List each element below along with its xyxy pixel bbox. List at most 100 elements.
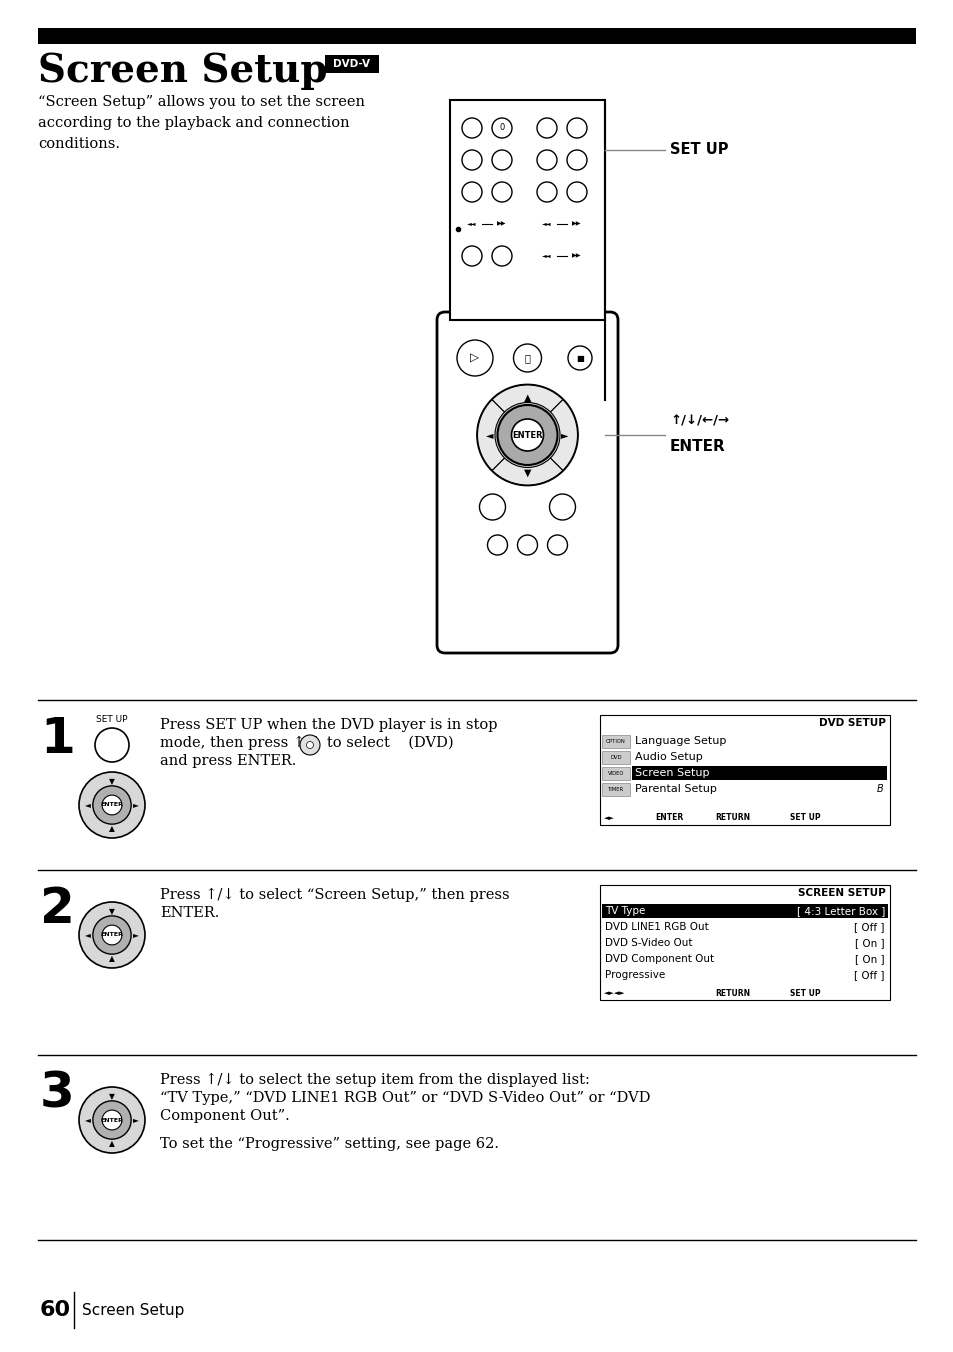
Circle shape bbox=[513, 343, 541, 372]
Text: TV Type: TV Type bbox=[604, 906, 644, 917]
Bar bbox=[601, 750, 629, 764]
Circle shape bbox=[461, 118, 481, 138]
Text: 0: 0 bbox=[498, 123, 504, 132]
Circle shape bbox=[492, 150, 512, 170]
Text: ▼: ▼ bbox=[109, 777, 114, 786]
Bar bbox=[601, 767, 629, 780]
Text: and press ENTER.: and press ENTER. bbox=[160, 754, 296, 768]
Text: ENTER.: ENTER. bbox=[160, 906, 219, 919]
Wedge shape bbox=[550, 400, 577, 470]
Circle shape bbox=[102, 1110, 122, 1130]
Text: ⏸: ⏸ bbox=[524, 353, 530, 362]
Circle shape bbox=[461, 150, 481, 170]
Circle shape bbox=[102, 795, 122, 815]
Text: ENTER: ENTER bbox=[669, 439, 725, 454]
Text: ENTER: ENTER bbox=[100, 933, 123, 937]
Ellipse shape bbox=[536, 247, 557, 265]
Bar bbox=[601, 904, 887, 918]
Bar bbox=[631, 767, 886, 780]
Bar bbox=[599, 715, 889, 825]
Text: ◄: ◄ bbox=[85, 800, 91, 810]
Text: RETURN: RETURN bbox=[714, 988, 749, 998]
Text: [ 4:3 Letter Box ]: [ 4:3 Letter Box ] bbox=[796, 906, 884, 917]
Text: VIDEO: VIDEO bbox=[607, 771, 623, 776]
Text: mode, then press ↑/↓ to select    (DVD): mode, then press ↑/↓ to select (DVD) bbox=[160, 735, 453, 750]
Circle shape bbox=[79, 1087, 145, 1153]
Text: TIMER: TIMER bbox=[607, 787, 623, 792]
Circle shape bbox=[477, 385, 577, 485]
Text: ▶▶: ▶▶ bbox=[572, 254, 581, 258]
Text: Language Setup: Language Setup bbox=[635, 737, 725, 746]
Circle shape bbox=[487, 535, 507, 556]
Text: DVD Component Out: DVD Component Out bbox=[604, 955, 714, 964]
Text: 1: 1 bbox=[40, 715, 74, 763]
Text: Screen Setup: Screen Setup bbox=[38, 51, 327, 91]
Text: Screen Setup: Screen Setup bbox=[635, 768, 709, 779]
Text: ▲: ▲ bbox=[109, 825, 114, 833]
Circle shape bbox=[492, 118, 512, 138]
Text: “Screen Setup” allows you to set the screen
according to the playback and connec: “Screen Setup” allows you to set the scr… bbox=[38, 95, 365, 151]
Text: Screen Setup: Screen Setup bbox=[82, 1302, 184, 1317]
Circle shape bbox=[547, 535, 567, 556]
Text: To set the “Progressive” setting, see page 62.: To set the “Progressive” setting, see pa… bbox=[160, 1137, 498, 1151]
Circle shape bbox=[479, 493, 505, 521]
Text: ►: ► bbox=[560, 430, 568, 439]
Text: ENTER: ENTER bbox=[100, 803, 123, 807]
Text: SET UP: SET UP bbox=[96, 715, 128, 725]
Circle shape bbox=[566, 183, 586, 201]
Circle shape bbox=[567, 346, 592, 370]
Circle shape bbox=[299, 735, 319, 754]
Text: Parental Setup: Parental Setup bbox=[635, 784, 716, 795]
Circle shape bbox=[517, 535, 537, 556]
Text: ◄: ◄ bbox=[486, 430, 494, 439]
Circle shape bbox=[492, 246, 512, 266]
Text: ▶▶: ▶▶ bbox=[572, 222, 581, 227]
Text: ◄◄: ◄◄ bbox=[541, 222, 551, 227]
Circle shape bbox=[79, 902, 145, 968]
Text: 2: 2 bbox=[40, 886, 74, 933]
Circle shape bbox=[306, 741, 314, 749]
Text: ▼: ▼ bbox=[109, 1092, 114, 1101]
Circle shape bbox=[461, 183, 481, 201]
Text: ►: ► bbox=[132, 800, 138, 810]
Text: ▼: ▼ bbox=[523, 468, 531, 477]
Circle shape bbox=[537, 150, 557, 170]
Text: Press SET UP when the DVD player is in stop: Press SET UP when the DVD player is in s… bbox=[160, 718, 497, 731]
Circle shape bbox=[92, 915, 131, 955]
Ellipse shape bbox=[491, 215, 512, 233]
Ellipse shape bbox=[566, 215, 587, 233]
Text: ▶▶: ▶▶ bbox=[497, 222, 506, 227]
Circle shape bbox=[566, 118, 586, 138]
Bar bbox=[325, 55, 378, 73]
Circle shape bbox=[492, 183, 512, 201]
Bar bbox=[38, 28, 915, 45]
Circle shape bbox=[102, 925, 122, 945]
Text: Press ↑/↓ to select “Screen Setup,” then press: Press ↑/↓ to select “Screen Setup,” then… bbox=[160, 888, 509, 902]
Text: SET UP: SET UP bbox=[669, 142, 728, 157]
Text: DVD-V: DVD-V bbox=[334, 59, 370, 69]
Text: ◄►: ◄► bbox=[603, 815, 614, 821]
Text: ENTER: ENTER bbox=[655, 814, 682, 822]
Text: ▼: ▼ bbox=[109, 907, 114, 915]
Text: ◄: ◄ bbox=[85, 930, 91, 940]
Ellipse shape bbox=[461, 215, 482, 233]
Text: ▷: ▷ bbox=[470, 352, 479, 365]
Bar bbox=[450, 100, 604, 320]
Text: RETURN: RETURN bbox=[714, 814, 749, 822]
Bar bbox=[599, 886, 889, 1000]
Text: SCREEN SETUP: SCREEN SETUP bbox=[798, 888, 885, 898]
Text: Audio Setup: Audio Setup bbox=[635, 753, 702, 763]
Text: 60: 60 bbox=[40, 1301, 71, 1320]
Circle shape bbox=[537, 183, 557, 201]
Text: [ On ]: [ On ] bbox=[855, 938, 884, 948]
Text: ◄◄: ◄◄ bbox=[467, 222, 476, 227]
Text: Component Out”.: Component Out”. bbox=[160, 1109, 290, 1124]
Text: ■: ■ bbox=[576, 353, 583, 362]
Text: Press ↑/↓ to select the setup item from the displayed list:: Press ↑/↓ to select the setup item from … bbox=[160, 1073, 589, 1087]
Wedge shape bbox=[477, 400, 504, 470]
Text: DVD S-Video Out: DVD S-Video Out bbox=[604, 938, 692, 948]
Text: DVD: DVD bbox=[610, 754, 621, 760]
Bar bbox=[601, 735, 629, 748]
Text: ↑/↓/←/→: ↑/↓/←/→ bbox=[669, 414, 728, 427]
Wedge shape bbox=[492, 458, 562, 485]
